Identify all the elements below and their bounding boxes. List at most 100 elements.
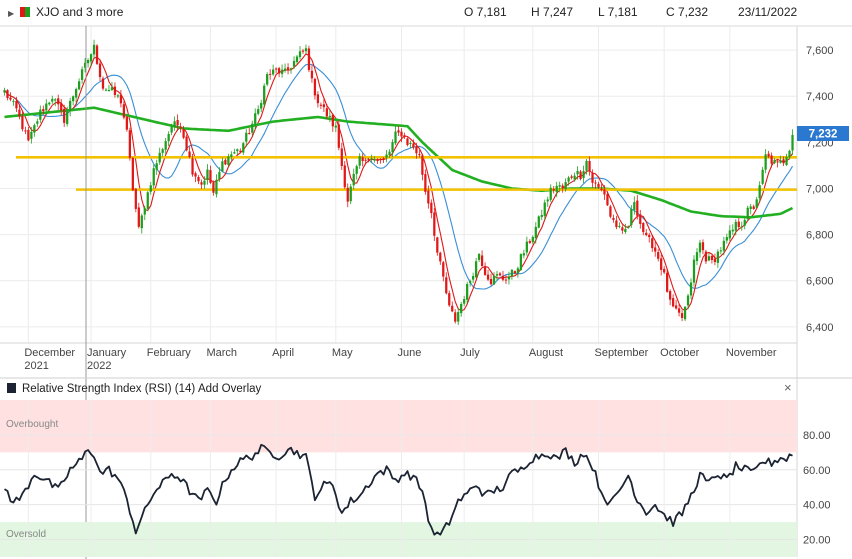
candle-body: [77, 81, 81, 90]
candle-body: [134, 188, 137, 209]
open-value: O 7,181: [464, 5, 507, 19]
candle-body: [367, 158, 370, 161]
candle-body: [379, 159, 382, 161]
candle-body: [710, 255, 714, 261]
candle-body: [606, 194, 609, 206]
candlesticks: [3, 39, 794, 326]
candle-body: [33, 125, 36, 133]
candle-body: [209, 170, 212, 183]
month-tick-label: December: [24, 347, 75, 359]
candle-body: [370, 158, 373, 160]
candle-body: [588, 160, 591, 172]
candle-body: [412, 143, 415, 148]
close-value: C 7,232: [666, 5, 708, 19]
candle-body: [343, 165, 346, 188]
candle-body: [66, 111, 69, 125]
candle-body: [498, 273, 502, 276]
candle-body: [779, 160, 782, 163]
candle-body: [636, 200, 639, 216]
last-price-badge: [797, 126, 849, 141]
candle-body: [80, 69, 84, 80]
candle-body: [179, 126, 182, 129]
candle-body: [764, 154, 767, 170]
candle-body: [182, 128, 185, 138]
candle-body: [445, 277, 448, 294]
month-tick-label: January: [87, 347, 127, 359]
rsi-tick-label: 20.00: [803, 535, 831, 547]
candle-body: [110, 87, 114, 91]
month-tick-label: July: [460, 347, 480, 359]
candle-body: [433, 212, 436, 236]
candle-body: [728, 230, 731, 239]
candle-body: [534, 226, 537, 239]
ma-slow-line: [4, 106, 794, 219]
candle-body: [543, 202, 546, 216]
candle-body: [731, 229, 734, 232]
candle-body: [585, 160, 588, 171]
candle-body: [651, 238, 654, 249]
candle-body: [113, 86, 117, 95]
candle-body: [140, 215, 143, 229]
ma-fast-line: [4, 53, 793, 312]
candle-body: [483, 266, 487, 275]
candle-body: [600, 188, 603, 191]
candle-body: [400, 131, 403, 137]
candle-body: [36, 121, 39, 124]
candle-body: [737, 221, 740, 227]
candle-body: [39, 109, 42, 120]
candle-body: [319, 104, 323, 106]
month-tick-label: April: [272, 347, 294, 359]
candle-body: [477, 254, 481, 260]
candle-body: [203, 180, 206, 185]
candle-body: [785, 157, 788, 165]
candle-body: [30, 131, 33, 139]
candle-body: [233, 152, 236, 154]
candle-body: [149, 185, 152, 192]
expand-arrow-icon[interactable]: ▶: [8, 9, 15, 18]
candle-body: [415, 146, 418, 154]
candle-body: [221, 161, 224, 172]
candle-body: [92, 44, 96, 55]
candle-body: [316, 94, 320, 104]
candle-body: [507, 276, 511, 280]
close-icon[interactable]: ×: [784, 380, 792, 395]
candle-body: [421, 155, 424, 175]
candle-body: [107, 90, 111, 92]
candle-body: [72, 96, 75, 102]
candle-body: [254, 113, 257, 125]
rsi-tick-label: 80.00: [803, 430, 831, 442]
candle-body: [45, 103, 48, 111]
candle-body: [215, 179, 218, 195]
rsi-line: [4, 443, 793, 536]
candle-body: [391, 142, 394, 153]
candle-body: [791, 134, 794, 151]
candle-body: [689, 282, 693, 296]
candle-body: [161, 149, 164, 153]
candle-body: [328, 115, 331, 117]
candle-body: [525, 241, 528, 253]
add-overlay-button[interactable]: Add Overlay: [198, 383, 262, 395]
candle-body: [200, 182, 203, 185]
rsi-series-line: [4, 443, 793, 536]
candle-body: [713, 258, 717, 263]
price-tick-label: 7,400: [806, 91, 834, 103]
candle-body: [313, 78, 317, 96]
candle-body: [236, 149, 239, 152]
candle-body: [570, 176, 573, 178]
symbol-label[interactable]: XJO and 3 more: [36, 5, 124, 19]
candle-body: [60, 103, 63, 111]
candle-body: [119, 94, 123, 104]
candle-body: [725, 237, 728, 241]
rsi-title[interactable]: Relative Strength Index (RSI) (14): [22, 383, 195, 395]
candle-body: [104, 89, 108, 91]
candle-body: [466, 284, 469, 300]
candle-body: [528, 241, 531, 243]
candle-body: [674, 305, 678, 309]
candle-body: [83, 62, 87, 68]
candle-body: [21, 116, 24, 130]
candle-body: [642, 223, 645, 233]
candle-body: [630, 209, 633, 225]
candle-body: [224, 159, 227, 165]
candle-body: [492, 275, 496, 285]
candle-body: [15, 100, 18, 109]
